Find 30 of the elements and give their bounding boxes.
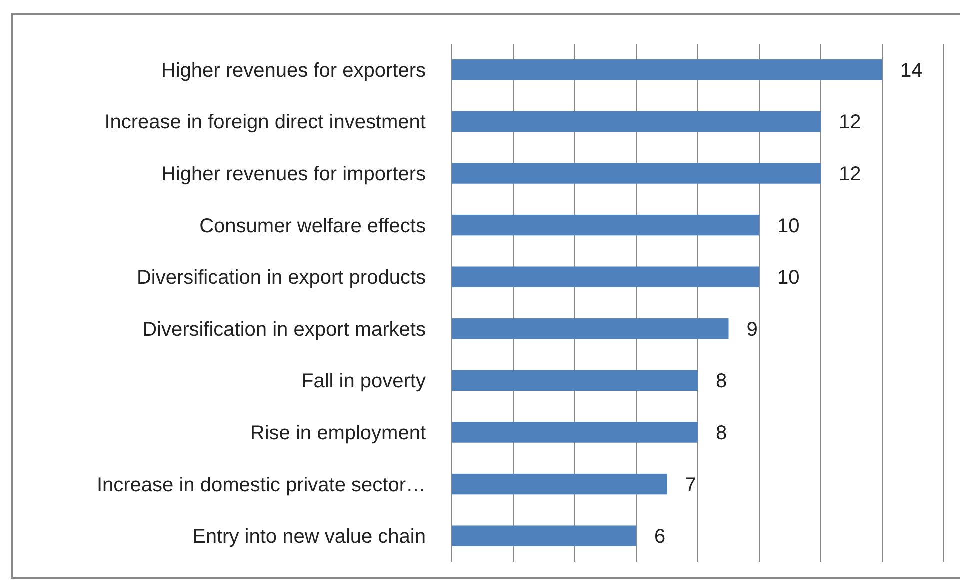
y-tick-label: Higher revenues for exporters: [161, 60, 426, 82]
bar: [452, 214, 760, 236]
y-tick-label: Diversification in export markets: [142, 318, 426, 341]
data-label: 9: [746, 318, 758, 341]
bar: [452, 60, 882, 80]
data-label: 6: [654, 526, 666, 548]
data-label: 7: [685, 474, 696, 496]
data-label: 8: [716, 422, 728, 444]
y-tick-label: Consumer welfare effects: [200, 215, 426, 238]
y-tick-label: Fall in poverty: [302, 370, 426, 393]
bar: [452, 163, 821, 184]
data-label: 12: [839, 164, 862, 186]
bar: [452, 526, 636, 546]
data-label: 14: [900, 60, 923, 82]
y-tick-label: Diversification in export products: [136, 267, 426, 290]
bar: [452, 266, 760, 288]
bar: [452, 474, 668, 495]
y-tick-label: Entry into new value chain: [192, 526, 426, 548]
data-label: 10: [778, 215, 800, 238]
bar: [452, 422, 698, 443]
y-tick-label: Higher revenues for importers: [161, 164, 426, 186]
y-tick-label: Increase in foreign direct investment: [104, 112, 426, 134]
data-label: 8: [716, 370, 728, 393]
data-label: 12: [839, 112, 862, 134]
y-tick-label: Rise in employment: [250, 422, 426, 444]
bar: [452, 370, 698, 392]
bar: [452, 318, 729, 340]
data-label: 10: [778, 267, 800, 290]
bar: [452, 111, 821, 132]
y-tick-label: Increase in domestic private sector…: [96, 474, 426, 496]
